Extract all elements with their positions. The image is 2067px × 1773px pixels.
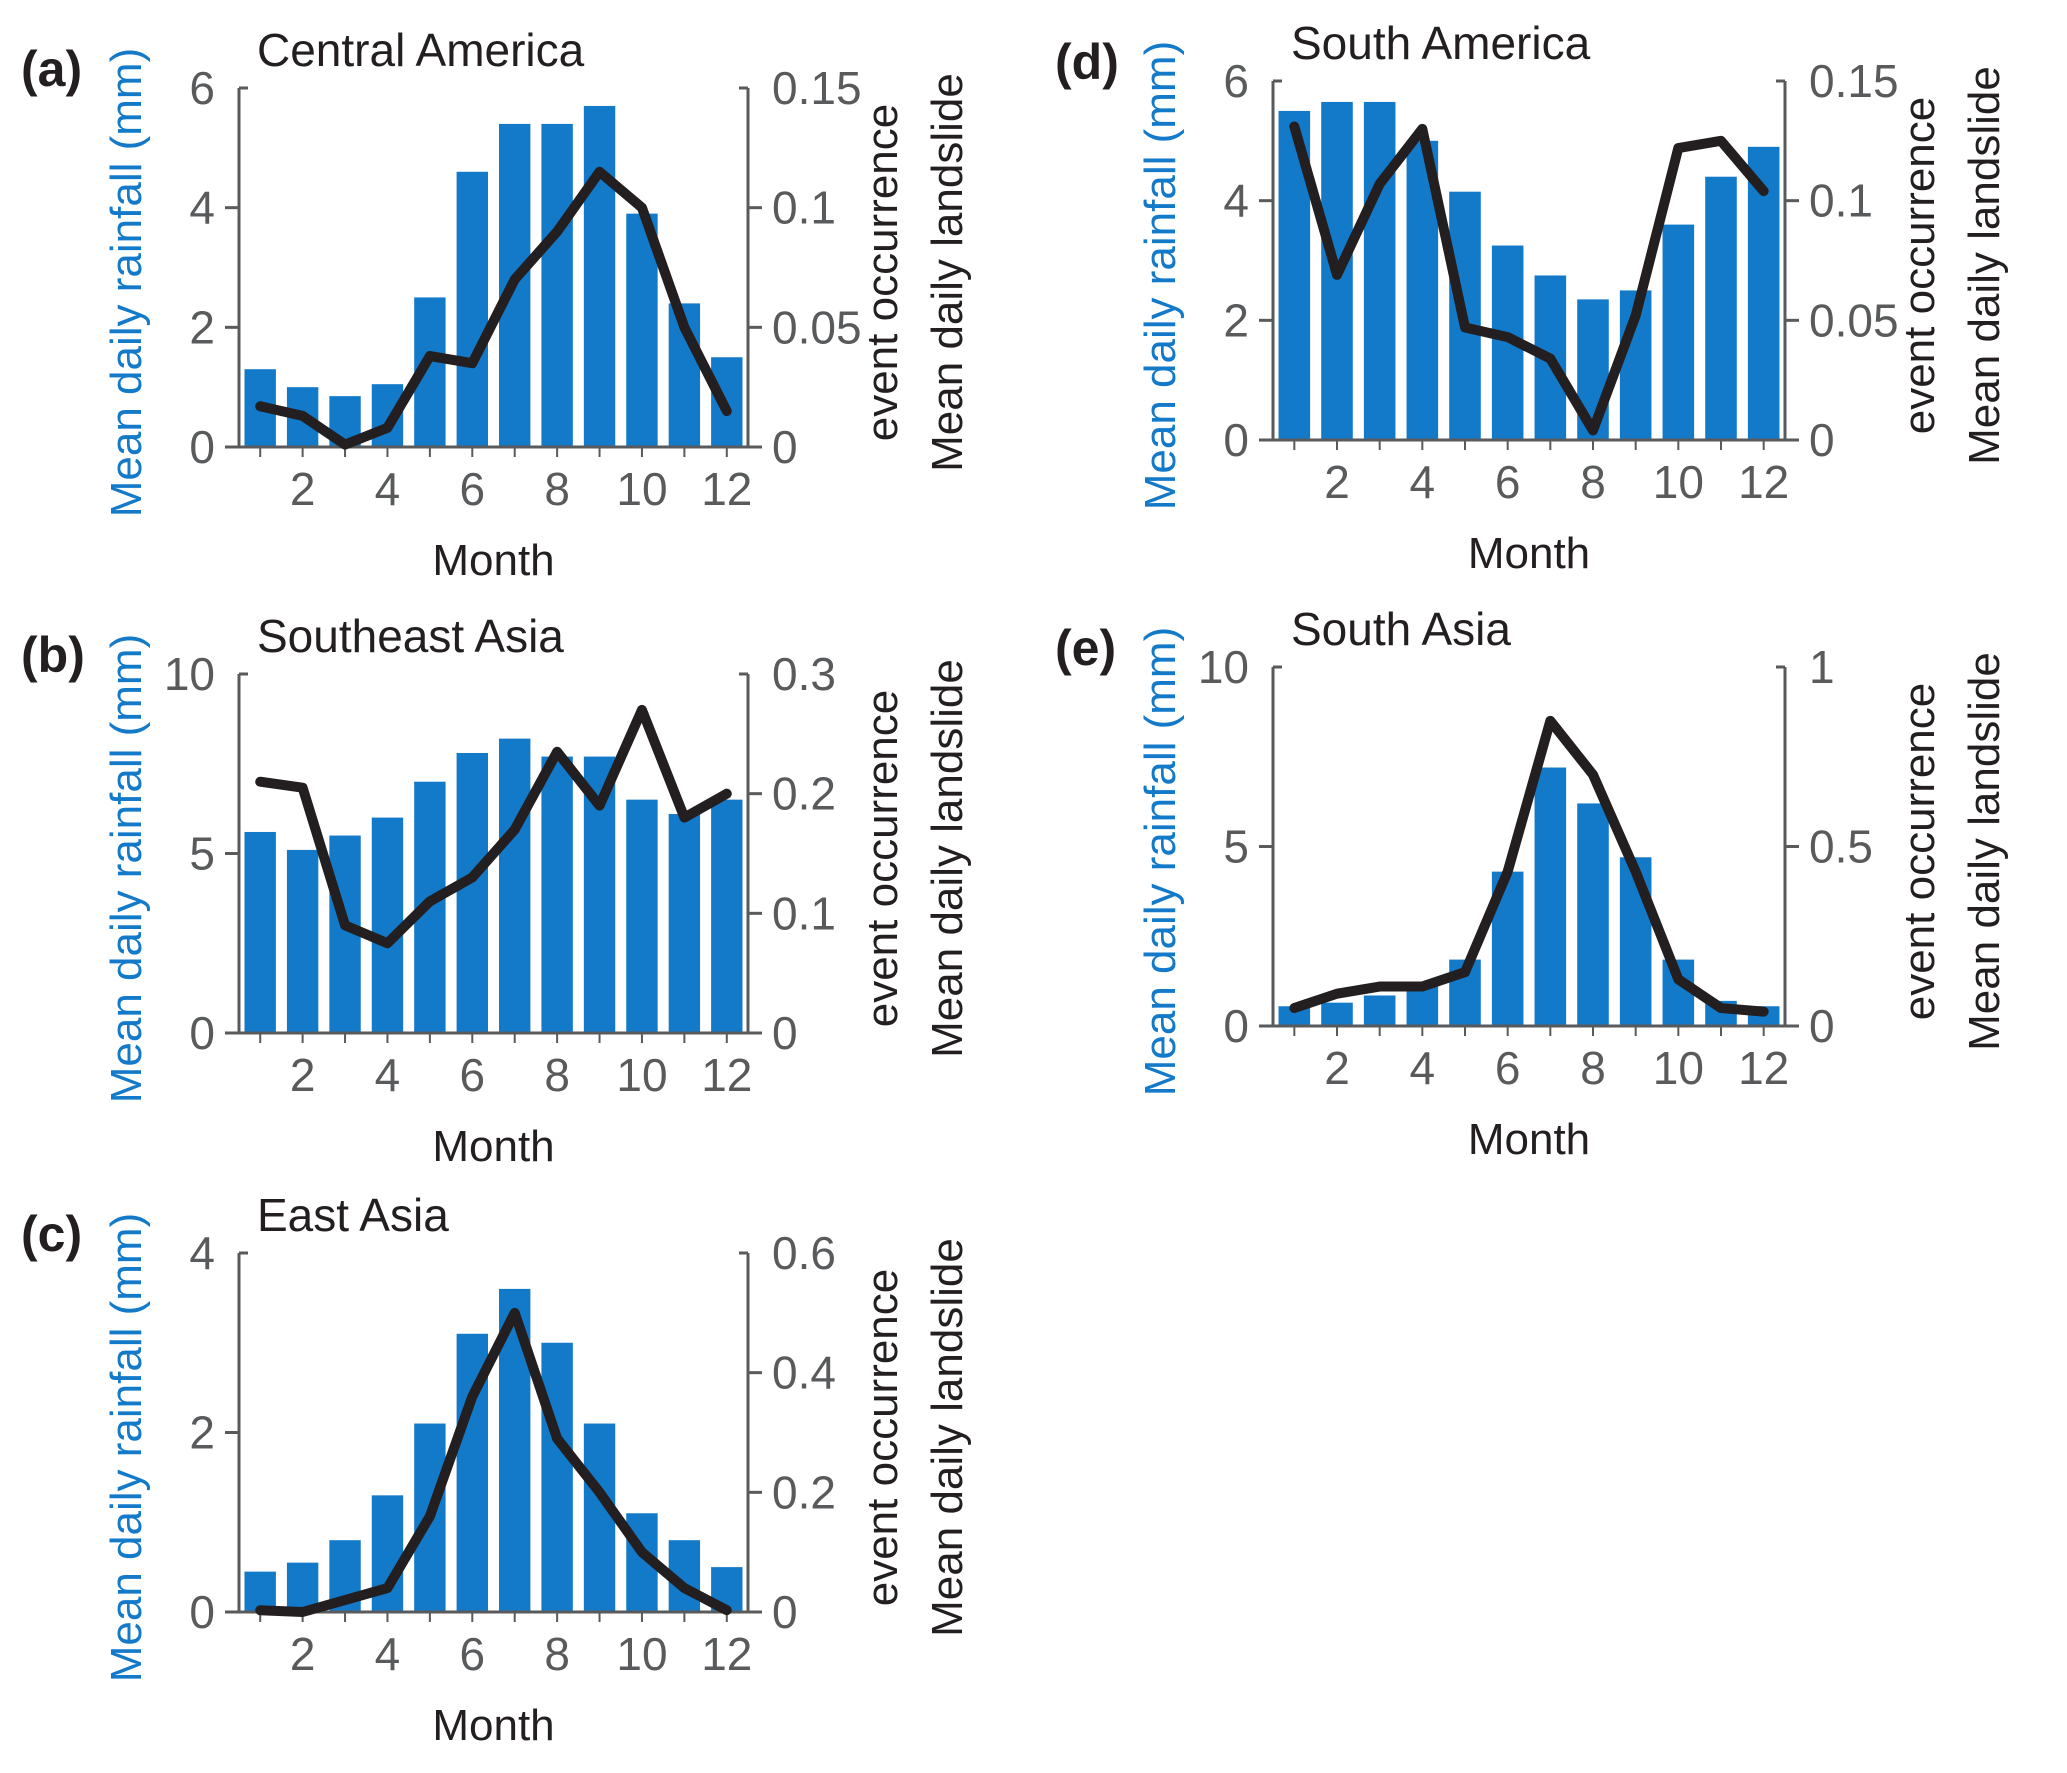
svg-text:Month: Month — [432, 536, 554, 585]
svg-text:(d): (d) — [1055, 34, 1119, 90]
svg-text:4: 4 — [1223, 175, 1249, 227]
svg-text:0: 0 — [1809, 1000, 1835, 1052]
svg-text:6: 6 — [1495, 456, 1521, 508]
svg-text:Month: Month — [1468, 529, 1590, 578]
svg-text:1: 1 — [1809, 641, 1835, 693]
svg-text:East Asia: East Asia — [257, 1189, 449, 1241]
svg-text:12: 12 — [1738, 456, 1789, 508]
svg-text:2: 2 — [290, 1628, 316, 1680]
svg-text:event occurrence: event occurrence — [858, 690, 907, 1028]
svg-text:10: 10 — [1198, 641, 1249, 693]
svg-text:event occurrence: event occurrence — [858, 104, 907, 442]
svg-text:0.1: 0.1 — [1809, 175, 1873, 227]
svg-text:0.3: 0.3 — [772, 648, 836, 700]
svg-text:8: 8 — [1580, 456, 1606, 508]
svg-text:Mean daily landslide: Mean daily landslide — [1960, 66, 2009, 465]
svg-text:4: 4 — [375, 1049, 401, 1101]
svg-text:6: 6 — [189, 62, 215, 114]
svg-text:(a): (a) — [21, 41, 82, 97]
svg-text:event occurrence: event occurrence — [1895, 683, 1944, 1021]
svg-text:2: 2 — [290, 463, 316, 515]
svg-text:Month: Month — [432, 1701, 554, 1750]
svg-text:(c): (c) — [21, 1206, 82, 1262]
svg-text:0.4: 0.4 — [772, 1347, 836, 1399]
svg-text:10: 10 — [616, 1049, 667, 1101]
svg-text:8: 8 — [544, 463, 570, 515]
svg-text:0: 0 — [1809, 414, 1835, 466]
svg-text:0: 0 — [772, 421, 798, 473]
svg-text:4: 4 — [375, 1628, 401, 1680]
svg-text:Mean daily landslide: Mean daily landslide — [923, 659, 972, 1058]
svg-text:6: 6 — [459, 463, 485, 515]
svg-text:6: 6 — [459, 1049, 485, 1101]
svg-text:0.2: 0.2 — [772, 768, 836, 820]
svg-text:10: 10 — [616, 463, 667, 515]
svg-text:4: 4 — [375, 463, 401, 515]
svg-text:0.15: 0.15 — [772, 62, 862, 114]
svg-text:2: 2 — [189, 301, 215, 353]
svg-text:12: 12 — [701, 463, 752, 515]
svg-text:0: 0 — [189, 421, 215, 473]
svg-text:(b): (b) — [21, 627, 85, 683]
svg-text:Mean daily rainfall (mm): Mean daily rainfall (mm) — [1136, 627, 1185, 1096]
svg-text:2: 2 — [1324, 456, 1350, 508]
svg-text:12: 12 — [1738, 1042, 1789, 1094]
svg-text:12: 12 — [701, 1049, 752, 1101]
svg-text:4: 4 — [1410, 456, 1436, 508]
svg-text:8: 8 — [544, 1049, 570, 1101]
svg-text:6: 6 — [459, 1628, 485, 1680]
svg-text:8: 8 — [544, 1628, 570, 1680]
svg-text:2: 2 — [1223, 294, 1249, 346]
svg-text:0.05: 0.05 — [772, 301, 862, 353]
svg-text:0: 0 — [189, 1007, 215, 1059]
svg-text:10: 10 — [616, 1628, 667, 1680]
svg-text:Mean daily landslide: Mean daily landslide — [923, 73, 972, 472]
svg-text:Month: Month — [1468, 1115, 1590, 1164]
svg-text:Mean daily rainfall (mm): Mean daily rainfall (mm) — [102, 634, 151, 1103]
svg-text:event occurrence: event occurrence — [858, 1269, 907, 1607]
svg-text:2: 2 — [290, 1049, 316, 1101]
svg-text:Mean daily landslide: Mean daily landslide — [923, 1238, 972, 1637]
svg-text:South America: South America — [1291, 17, 1591, 69]
svg-text:4: 4 — [1410, 1042, 1436, 1094]
svg-text:5: 5 — [1223, 821, 1249, 873]
svg-text:Month: Month — [432, 1122, 554, 1171]
svg-text:Mean daily rainfall (mm): Mean daily rainfall (mm) — [102, 1213, 151, 1682]
svg-text:10: 10 — [1653, 1042, 1704, 1094]
svg-text:0: 0 — [1223, 414, 1249, 466]
svg-text:0.6: 0.6 — [772, 1227, 836, 1279]
svg-text:South Asia: South Asia — [1291, 603, 1511, 655]
svg-text:0.15: 0.15 — [1809, 55, 1899, 107]
svg-text:0.05: 0.05 — [1809, 294, 1899, 346]
svg-text:Mean daily rainfall (mm): Mean daily rainfall (mm) — [102, 48, 151, 517]
svg-text:0: 0 — [1223, 1000, 1249, 1052]
svg-text:4: 4 — [189, 1227, 215, 1279]
svg-text:event occurrence: event occurrence — [1895, 97, 1944, 435]
svg-text:0: 0 — [772, 1586, 798, 1638]
svg-text:12: 12 — [701, 1628, 752, 1680]
svg-text:Mean daily rainfall (mm): Mean daily rainfall (mm) — [1136, 41, 1185, 510]
svg-text:5: 5 — [189, 828, 215, 880]
svg-text:6: 6 — [1223, 55, 1249, 107]
svg-text:Central America: Central America — [257, 24, 585, 76]
svg-text:Mean daily landslide: Mean daily landslide — [1960, 652, 2009, 1051]
svg-text:0: 0 — [772, 1007, 798, 1059]
svg-text:0.1: 0.1 — [772, 887, 836, 939]
svg-text:6: 6 — [1495, 1042, 1521, 1094]
svg-text:8: 8 — [1580, 1042, 1606, 1094]
svg-text:0: 0 — [189, 1586, 215, 1638]
svg-text:2: 2 — [1324, 1042, 1350, 1094]
svg-text:0.5: 0.5 — [1809, 821, 1873, 873]
svg-text:4: 4 — [189, 182, 215, 234]
svg-text:10: 10 — [164, 648, 215, 700]
svg-text:0.2: 0.2 — [772, 1466, 836, 1518]
svg-text:(e): (e) — [1055, 620, 1116, 676]
svg-text:2: 2 — [189, 1407, 215, 1459]
svg-text:0.1: 0.1 — [772, 182, 836, 234]
svg-text:Southeast Asia: Southeast Asia — [257, 610, 564, 662]
svg-text:10: 10 — [1653, 456, 1704, 508]
